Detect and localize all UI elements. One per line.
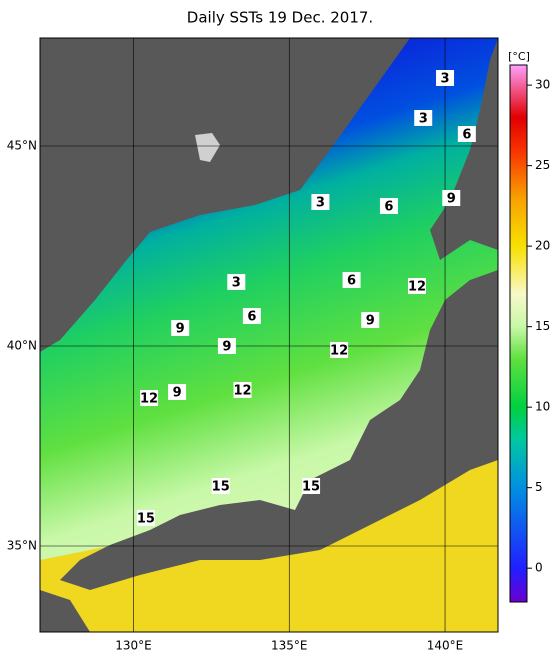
contour-label: 6	[347, 274, 356, 289]
contour-label-box	[136, 510, 155, 526]
contour-label: 15	[212, 480, 230, 495]
contour-label: 12	[233, 384, 251, 399]
land-honshu	[60, 270, 498, 590]
contour-label: 3	[441, 72, 450, 87]
frame	[39, 37, 499, 633]
contour-label: 12	[140, 392, 158, 407]
x-tick-label: 140°E	[427, 639, 464, 653]
colorbar-tick-label: 20	[535, 239, 550, 253]
y-tick-label: 35°N	[7, 539, 37, 553]
contour-label: 12	[330, 344, 348, 359]
colorbar-tick-label: 10	[535, 400, 550, 414]
contour-label-box	[302, 478, 321, 494]
colorbar-label: [°C]	[508, 50, 530, 63]
colorbar	[509, 64, 528, 603]
contour-label-box	[168, 384, 187, 400]
contour-label-box	[414, 110, 433, 126]
contour-label: 9	[173, 386, 182, 401]
lake	[195, 133, 220, 162]
contour-label: 9	[222, 340, 231, 355]
contour-label-box	[211, 478, 230, 494]
contour-label: 15	[302, 480, 320, 495]
contour-label: 6	[247, 310, 256, 325]
contour-label-box	[407, 278, 426, 294]
contour-label: 12	[408, 280, 426, 295]
contour-label: 15	[137, 512, 155, 527]
x-tick-label: 135°E	[271, 639, 308, 653]
contour-label-box	[233, 382, 252, 398]
contour-label: 3	[316, 196, 325, 211]
colorbar-tick-label: 15	[535, 319, 550, 333]
contour-label-box	[330, 342, 349, 358]
contour-label: 9	[176, 322, 185, 337]
colorbar-tick-label: 5	[535, 480, 543, 494]
y-tick-label: 45°N	[7, 139, 37, 153]
colorbar-tick-label: 30	[535, 78, 550, 92]
contour-label-box	[140, 390, 159, 406]
contour-label-box	[436, 70, 455, 86]
contour-label-box	[342, 272, 361, 288]
contour-label-box	[361, 312, 380, 328]
land-kyushu	[40, 590, 90, 632]
contour-label: 6	[462, 128, 471, 143]
contour-label-box	[171, 320, 190, 336]
title: Daily SSTs 19 Dec. 2017.	[187, 9, 373, 27]
colorbar-tick-label: 25	[535, 158, 550, 172]
contour-label: 9	[447, 192, 456, 207]
y-tick-label: 40°N	[7, 339, 37, 353]
contour-label: 9	[366, 314, 375, 329]
contour-label-box	[311, 194, 330, 210]
land-asia	[40, 38, 410, 352]
contour-label: 6	[384, 200, 393, 215]
contour-label-box	[242, 308, 261, 324]
contour-label: 3	[232, 276, 241, 291]
contour-label-box	[217, 338, 236, 354]
contour-label-box	[457, 126, 476, 142]
x-tick-label: 130°E	[115, 639, 152, 653]
contour-label: 3	[419, 112, 428, 127]
map-area	[40, 38, 498, 632]
contour-label-box	[442, 190, 461, 206]
colorbar-tick-label: 0	[535, 561, 543, 575]
contour-label-box	[227, 274, 246, 290]
contour-label-box	[379, 198, 398, 214]
